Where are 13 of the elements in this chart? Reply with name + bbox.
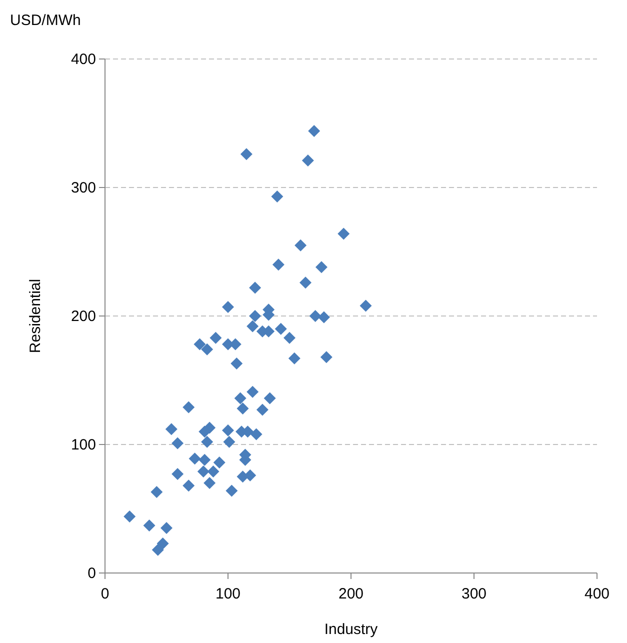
y-tick-label: 400 <box>70 50 96 68</box>
text: USD/MWh <box>10 12 81 29</box>
y-tick-label: 200 <box>70 308 96 325</box>
y-tick-label: 0 <box>88 564 96 582</box>
x-axis-title: Industry <box>324 621 378 638</box>
y-tick-label: 100 <box>70 436 96 454</box>
y-tick-label: 300 <box>70 179 96 196</box>
x-tick-label: 0 <box>100 586 110 602</box>
x-tick-label: 400 <box>584 586 610 602</box>
x-tick-label: 200 <box>338 586 364 602</box>
y-axis-title: Residential <box>27 278 44 354</box>
x-tick-label: 100 <box>215 586 241 602</box>
x-tick-label: 300 <box>461 586 487 602</box>
